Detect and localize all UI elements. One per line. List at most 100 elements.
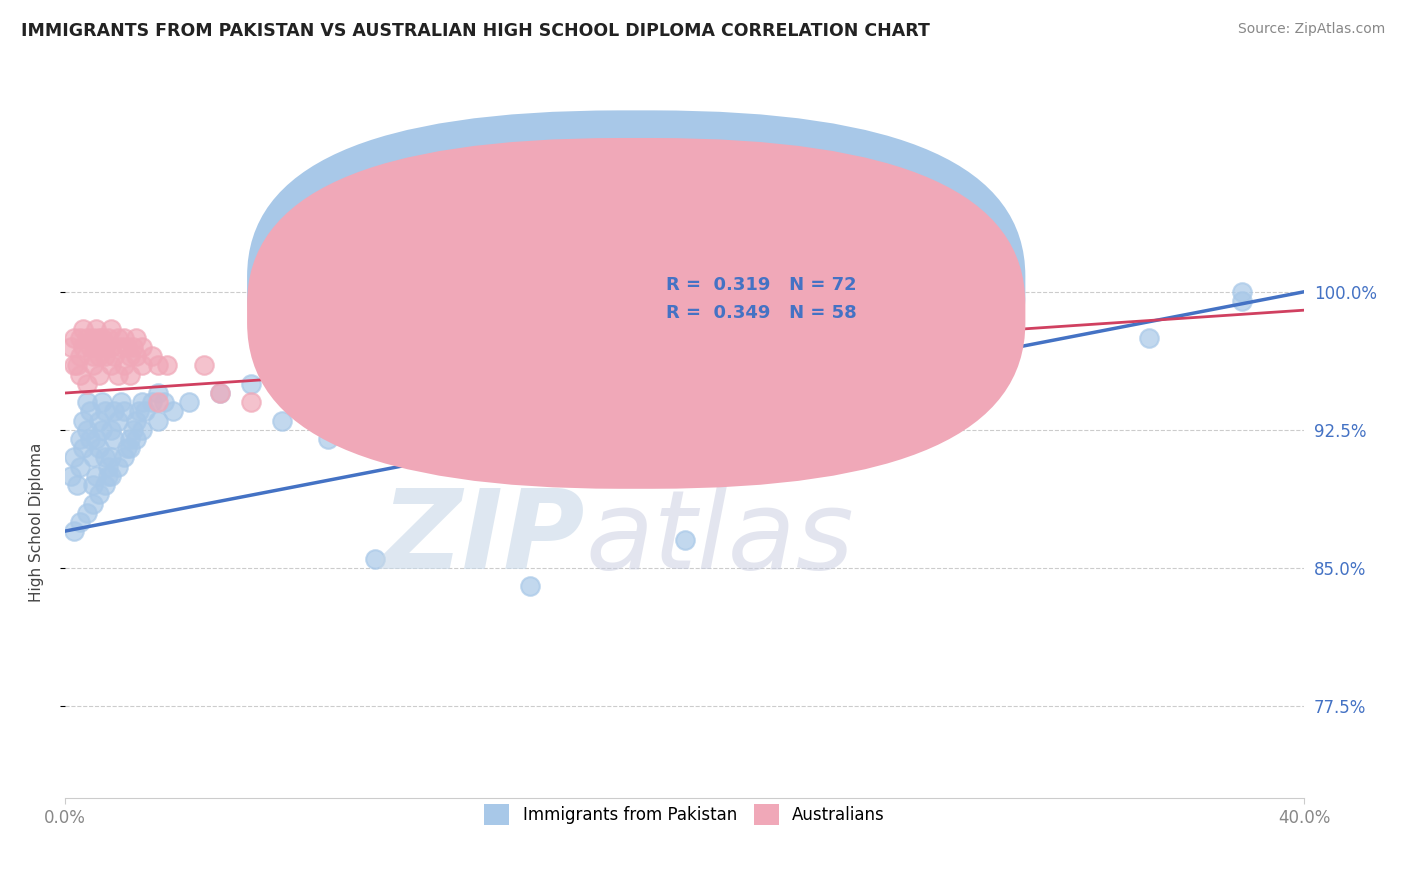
Point <box>63 450 86 465</box>
Point <box>612 386 634 401</box>
Point <box>82 331 104 345</box>
Text: R =  0.349   N = 58: R = 0.349 N = 58 <box>666 304 856 322</box>
Point <box>673 399 696 413</box>
Point <box>125 349 148 363</box>
Point <box>131 359 153 373</box>
Point <box>364 395 387 409</box>
Point <box>828 349 851 363</box>
Point <box>118 442 141 456</box>
Point <box>69 515 91 529</box>
Point <box>208 386 231 401</box>
Point <box>69 459 91 474</box>
Point <box>94 450 117 465</box>
Point <box>100 340 122 354</box>
Point <box>87 331 110 345</box>
Point <box>91 423 114 437</box>
Point <box>983 340 1005 354</box>
Point <box>131 395 153 409</box>
Text: Source: ZipAtlas.com: Source: ZipAtlas.com <box>1237 22 1385 37</box>
Point <box>125 414 148 428</box>
Point <box>94 404 117 418</box>
Point <box>72 442 94 456</box>
Point <box>125 432 148 446</box>
Point <box>112 331 135 345</box>
Point <box>112 359 135 373</box>
Point <box>673 533 696 548</box>
Point <box>125 331 148 345</box>
Point <box>84 469 107 483</box>
Point <box>110 340 132 354</box>
Point <box>128 404 150 418</box>
Point <box>103 404 125 418</box>
Point <box>146 386 169 401</box>
Point <box>107 414 129 428</box>
Point <box>519 376 541 391</box>
Point <box>146 359 169 373</box>
Text: R =  0.319   N = 72: R = 0.319 N = 72 <box>666 277 856 294</box>
Point <box>87 442 110 456</box>
FancyBboxPatch shape <box>247 138 1025 489</box>
Point <box>270 414 292 428</box>
Point <box>69 432 91 446</box>
Point <box>97 469 120 483</box>
Point <box>72 414 94 428</box>
Text: atlas: atlas <box>585 485 853 592</box>
Point <box>828 386 851 401</box>
Point <box>97 331 120 345</box>
Point <box>69 331 91 345</box>
Point <box>457 395 479 409</box>
Point <box>84 432 107 446</box>
Point <box>76 376 98 391</box>
Point <box>103 349 125 363</box>
Point <box>118 432 141 446</box>
Point <box>66 359 89 373</box>
Point <box>107 459 129 474</box>
Point <box>519 399 541 413</box>
Point <box>100 359 122 373</box>
Point <box>332 395 354 409</box>
Point <box>84 321 107 335</box>
Point <box>118 349 141 363</box>
Point <box>82 478 104 492</box>
Point <box>107 331 129 345</box>
Point <box>82 496 104 510</box>
Point <box>1232 285 1254 299</box>
Point <box>76 395 98 409</box>
Point <box>82 450 104 465</box>
Point <box>141 349 163 363</box>
Point <box>91 331 114 345</box>
FancyBboxPatch shape <box>592 262 939 337</box>
Point <box>72 321 94 335</box>
Point <box>69 368 91 382</box>
Point <box>301 395 323 409</box>
Point <box>364 404 387 418</box>
Point <box>84 340 107 354</box>
Point <box>177 395 200 409</box>
Point <box>122 340 145 354</box>
Point <box>79 432 101 446</box>
Point <box>1232 293 1254 308</box>
Point <box>519 579 541 593</box>
Point <box>87 368 110 382</box>
Point <box>426 395 449 409</box>
Point <box>112 404 135 418</box>
Point <box>82 349 104 363</box>
Point <box>131 340 153 354</box>
Point <box>72 340 94 354</box>
Point <box>79 404 101 418</box>
Point <box>156 359 179 373</box>
Point <box>87 349 110 363</box>
Point <box>94 478 117 492</box>
Point <box>63 331 86 345</box>
Point <box>76 423 98 437</box>
Text: ZIP: ZIP <box>382 485 585 592</box>
Point <box>612 368 634 382</box>
Point <box>208 386 231 401</box>
Point <box>146 395 169 409</box>
Point <box>100 469 122 483</box>
FancyBboxPatch shape <box>247 111 1025 461</box>
Point <box>63 524 86 538</box>
Point <box>141 395 163 409</box>
Point <box>112 450 135 465</box>
Point <box>115 340 138 354</box>
